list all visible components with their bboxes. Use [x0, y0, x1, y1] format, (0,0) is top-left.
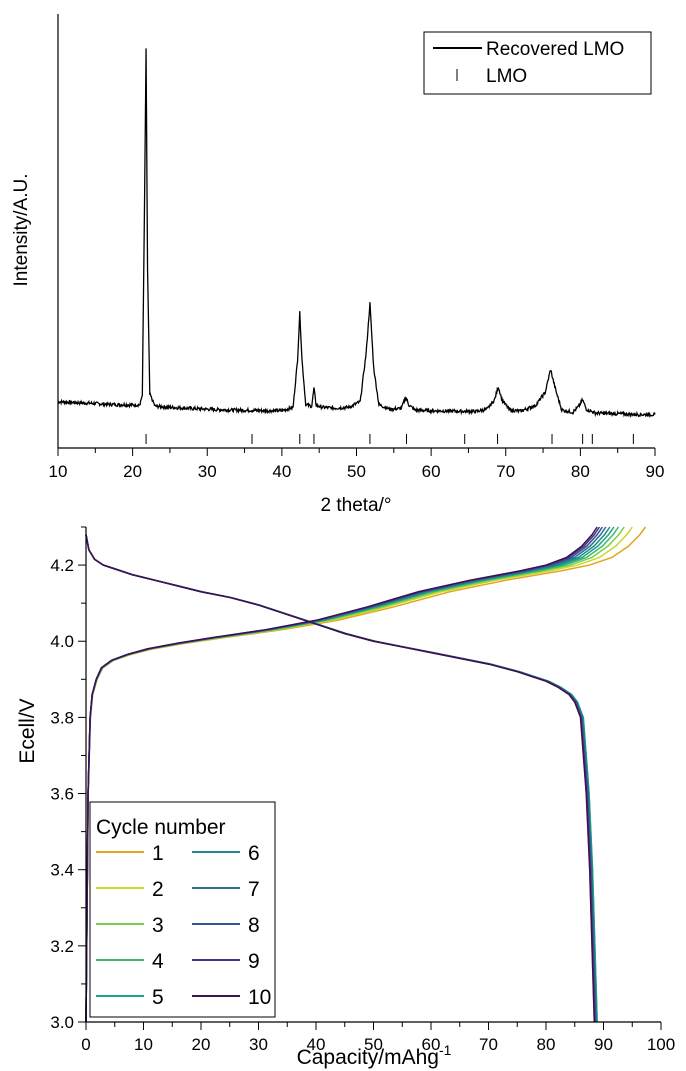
ecell-x-tick-label: 20: [192, 1035, 211, 1054]
ecell-y-tick-label: 3.8: [50, 708, 74, 727]
xrd-x-tick-label: 20: [123, 462, 142, 481]
xrd-x-tick-label: 50: [347, 462, 366, 481]
ecell-y-axis-label: Ecell/V: [16, 698, 39, 763]
ecell-x-tick-label: 0: [81, 1035, 90, 1054]
ecell-x-tick-label: 80: [537, 1035, 556, 1054]
xrd-panel: 10 20 30 40 50 60 70 80 90 2 theta/° Intensity/A…: [11, 14, 664, 516]
ecell-x-tick-label: 30: [249, 1035, 268, 1054]
ecell-legend-label-cycle-7: 7: [248, 878, 260, 901]
ecell-x-tick-label: 40: [307, 1035, 326, 1054]
ecell-legend-box: [89, 801, 276, 1018]
xrd-y-axis-label: Intensity/A.U.: [11, 174, 32, 287]
ecell-x-tick-label: 100: [647, 1035, 675, 1054]
xrd-x-ticks: 10 20 30 40 50 60 70 80 90: [49, 448, 665, 481]
ecell-legend-label-cycle-8: 8: [248, 914, 260, 937]
ecell-plot-area: [85, 526, 647, 1023]
ecell-x-tick-label: 60: [422, 1035, 441, 1054]
ecell-discharge-curve-cycle-10: [85, 534, 596, 1023]
ecell-x-ticks: 0 10 20 30 40 50 60 70 80 90 100: [81, 1022, 675, 1054]
ecell-y-tick-label: 3.4: [50, 861, 74, 880]
xrd-x-tick-label: 40: [272, 462, 291, 481]
ecell-x-tick-label: 10: [134, 1035, 153, 1054]
xrd-x-tick-label: 80: [571, 462, 590, 481]
ecell-legend-label-cycle-4: 4: [152, 950, 164, 973]
ecell-legend-label-cycle-3: 3: [152, 914, 164, 937]
ecell-y-tick-label: 4.0: [50, 632, 74, 651]
ecell-legend-label-cycle-10: 10: [248, 986, 271, 1009]
ecell-y-tick-label: 3.6: [50, 785, 74, 804]
ecell-x-axis-label-text: Capacity/mAhg: [297, 1046, 439, 1069]
xrd-legend-box: [423, 31, 652, 95]
ecell-legend-label-cycle-1: 1: [152, 842, 164, 865]
xrd-legend-label-recovered-lmo: Recovered LMO: [486, 39, 624, 60]
ecell-x-axis-label-superscript: -1: [439, 1042, 452, 1058]
ecell-x-tick-label: 50: [364, 1035, 383, 1054]
xrd-x-tick-label: 60: [422, 462, 441, 481]
xrd-x-tick-label: 10: [49, 462, 68, 481]
xrd-x-tick-label: 30: [198, 462, 217, 481]
ecell-y-tick-label: 4.2: [50, 556, 74, 575]
xrd-x-tick-label: 90: [646, 462, 665, 481]
ecell-legend-label-cycle-6: 6: [248, 842, 260, 865]
ecell-legend-title: Cycle number: [96, 816, 226, 839]
xrd-x-axis-label: 2 theta/°: [321, 495, 392, 516]
ecell-legend: Cycle number 1 2 3 4 5 6 7 8 9 10: [89, 801, 276, 1018]
ecell-charge-curve-cycle-10: [85, 526, 598, 1023]
ecell-x-axis-label: Capacity/mAhg-1: [297, 1042, 452, 1069]
ecell-x-tick-label: 90: [594, 1035, 613, 1054]
ecell-y-tick-label: 3.2: [50, 937, 74, 956]
ecell-legend-label-cycle-9: 9: [248, 950, 260, 973]
xrd-plot-area: [57, 48, 656, 444]
ecell-y-ticks: 3.0 3.2 3.4 3.6 3.8 4.0 4.2: [50, 526, 86, 1032]
ecell-legend-label-cycle-2: 2: [152, 878, 164, 901]
xrd-series-recovered-lmo: [57, 48, 656, 419]
xrd-x-tick-label: 70: [496, 462, 515, 481]
ecell-x-tick-label: 70: [479, 1035, 498, 1054]
ecell-y-tick-label: 3.0: [50, 1013, 74, 1032]
ecell-panel: 0 10 20 30 40 50 60 70 80 90 100 3.0 3.2 3.4 3.6 3.8 4.…: [16, 526, 675, 1069]
ecell-legend-label-cycle-5: 5: [152, 986, 164, 1009]
xrd-legend-label-lmo: LMO: [486, 66, 527, 87]
xrd-legend: Recovered LMO LMO: [423, 31, 652, 95]
